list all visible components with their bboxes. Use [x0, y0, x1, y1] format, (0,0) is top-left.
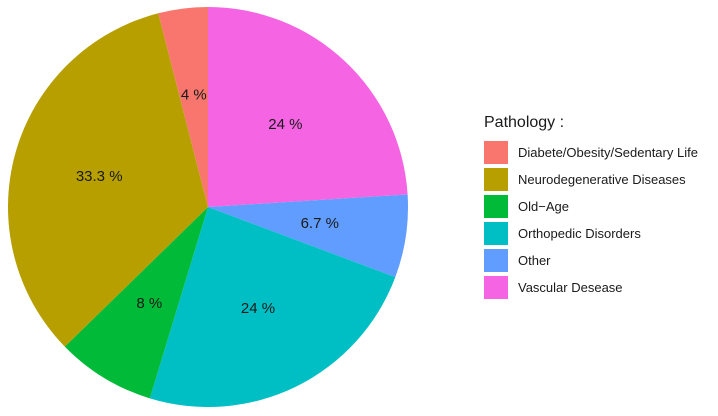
legend-swatch [484, 195, 508, 218]
pie-slice-neurodegenerative-diseases [7, 13, 209, 347]
pie-slice-old-age [64, 207, 208, 399]
legend-item-other: Other [484, 247, 698, 274]
slice-label-orthopedic-disorders: 24 % [241, 300, 275, 317]
pie-slice-orthopedic-disorders [149, 207, 396, 407]
legend-item-vascular-desease: Vascular Desease [484, 274, 698, 301]
legend-item-old-age: Old−Age [484, 193, 698, 220]
legend-label: Other [518, 253, 551, 268]
slice-label-other: 6.7 % [301, 215, 339, 232]
pie-slice-labels: 24 % 6.7 % 24 % 8 % 33.3 % 4 % [76, 86, 339, 316]
slice-label-old-age: 8 % [136, 295, 162, 312]
slice-label-neurodegenerative-diseases: 33.3 % [76, 168, 123, 185]
legend-item-diabete-obesity-sedentary-life: Diabete/Obesity/Sedentary Life [484, 139, 698, 166]
legend-items: Diabete/Obesity/Sedentary Life Neurodegen… [484, 139, 698, 301]
legend-label: Old−Age [518, 199, 569, 214]
legend-item-orthopedic-disorders: Orthopedic Disorders [484, 220, 698, 247]
legend-label: Neurodegenerative Diseases [518, 172, 686, 187]
pie-slices [7, 6, 408, 407]
pie-slice-diabete-obesity-sedentary-life [158, 6, 208, 207]
legend-swatch [484, 141, 508, 164]
slice-label-diabete-obesity-sedentary-life: 4 % [181, 86, 207, 103]
legend-title: Pathology : [484, 114, 565, 131]
legend-item-neurodegenerative-diseases: Neurodegenerative Diseases [484, 166, 698, 193]
pie-slice-other [208, 194, 408, 278]
legend-swatch [484, 276, 508, 299]
pie-slice-vascular-desease [208, 7, 408, 207]
legend-label: Orthopedic Disorders [518, 226, 641, 241]
slice-label-vascular-desease: 24 % [268, 116, 302, 133]
legend-swatch [484, 168, 508, 191]
legend-swatch [484, 222, 508, 245]
legend-swatch [484, 249, 508, 272]
legend-label: Vascular Desease [518, 280, 623, 295]
legend: Pathology : Diabete/Obesity/Sedentary Li… [484, 114, 698, 301]
legend-label: Diabete/Obesity/Sedentary Life [518, 145, 698, 160]
